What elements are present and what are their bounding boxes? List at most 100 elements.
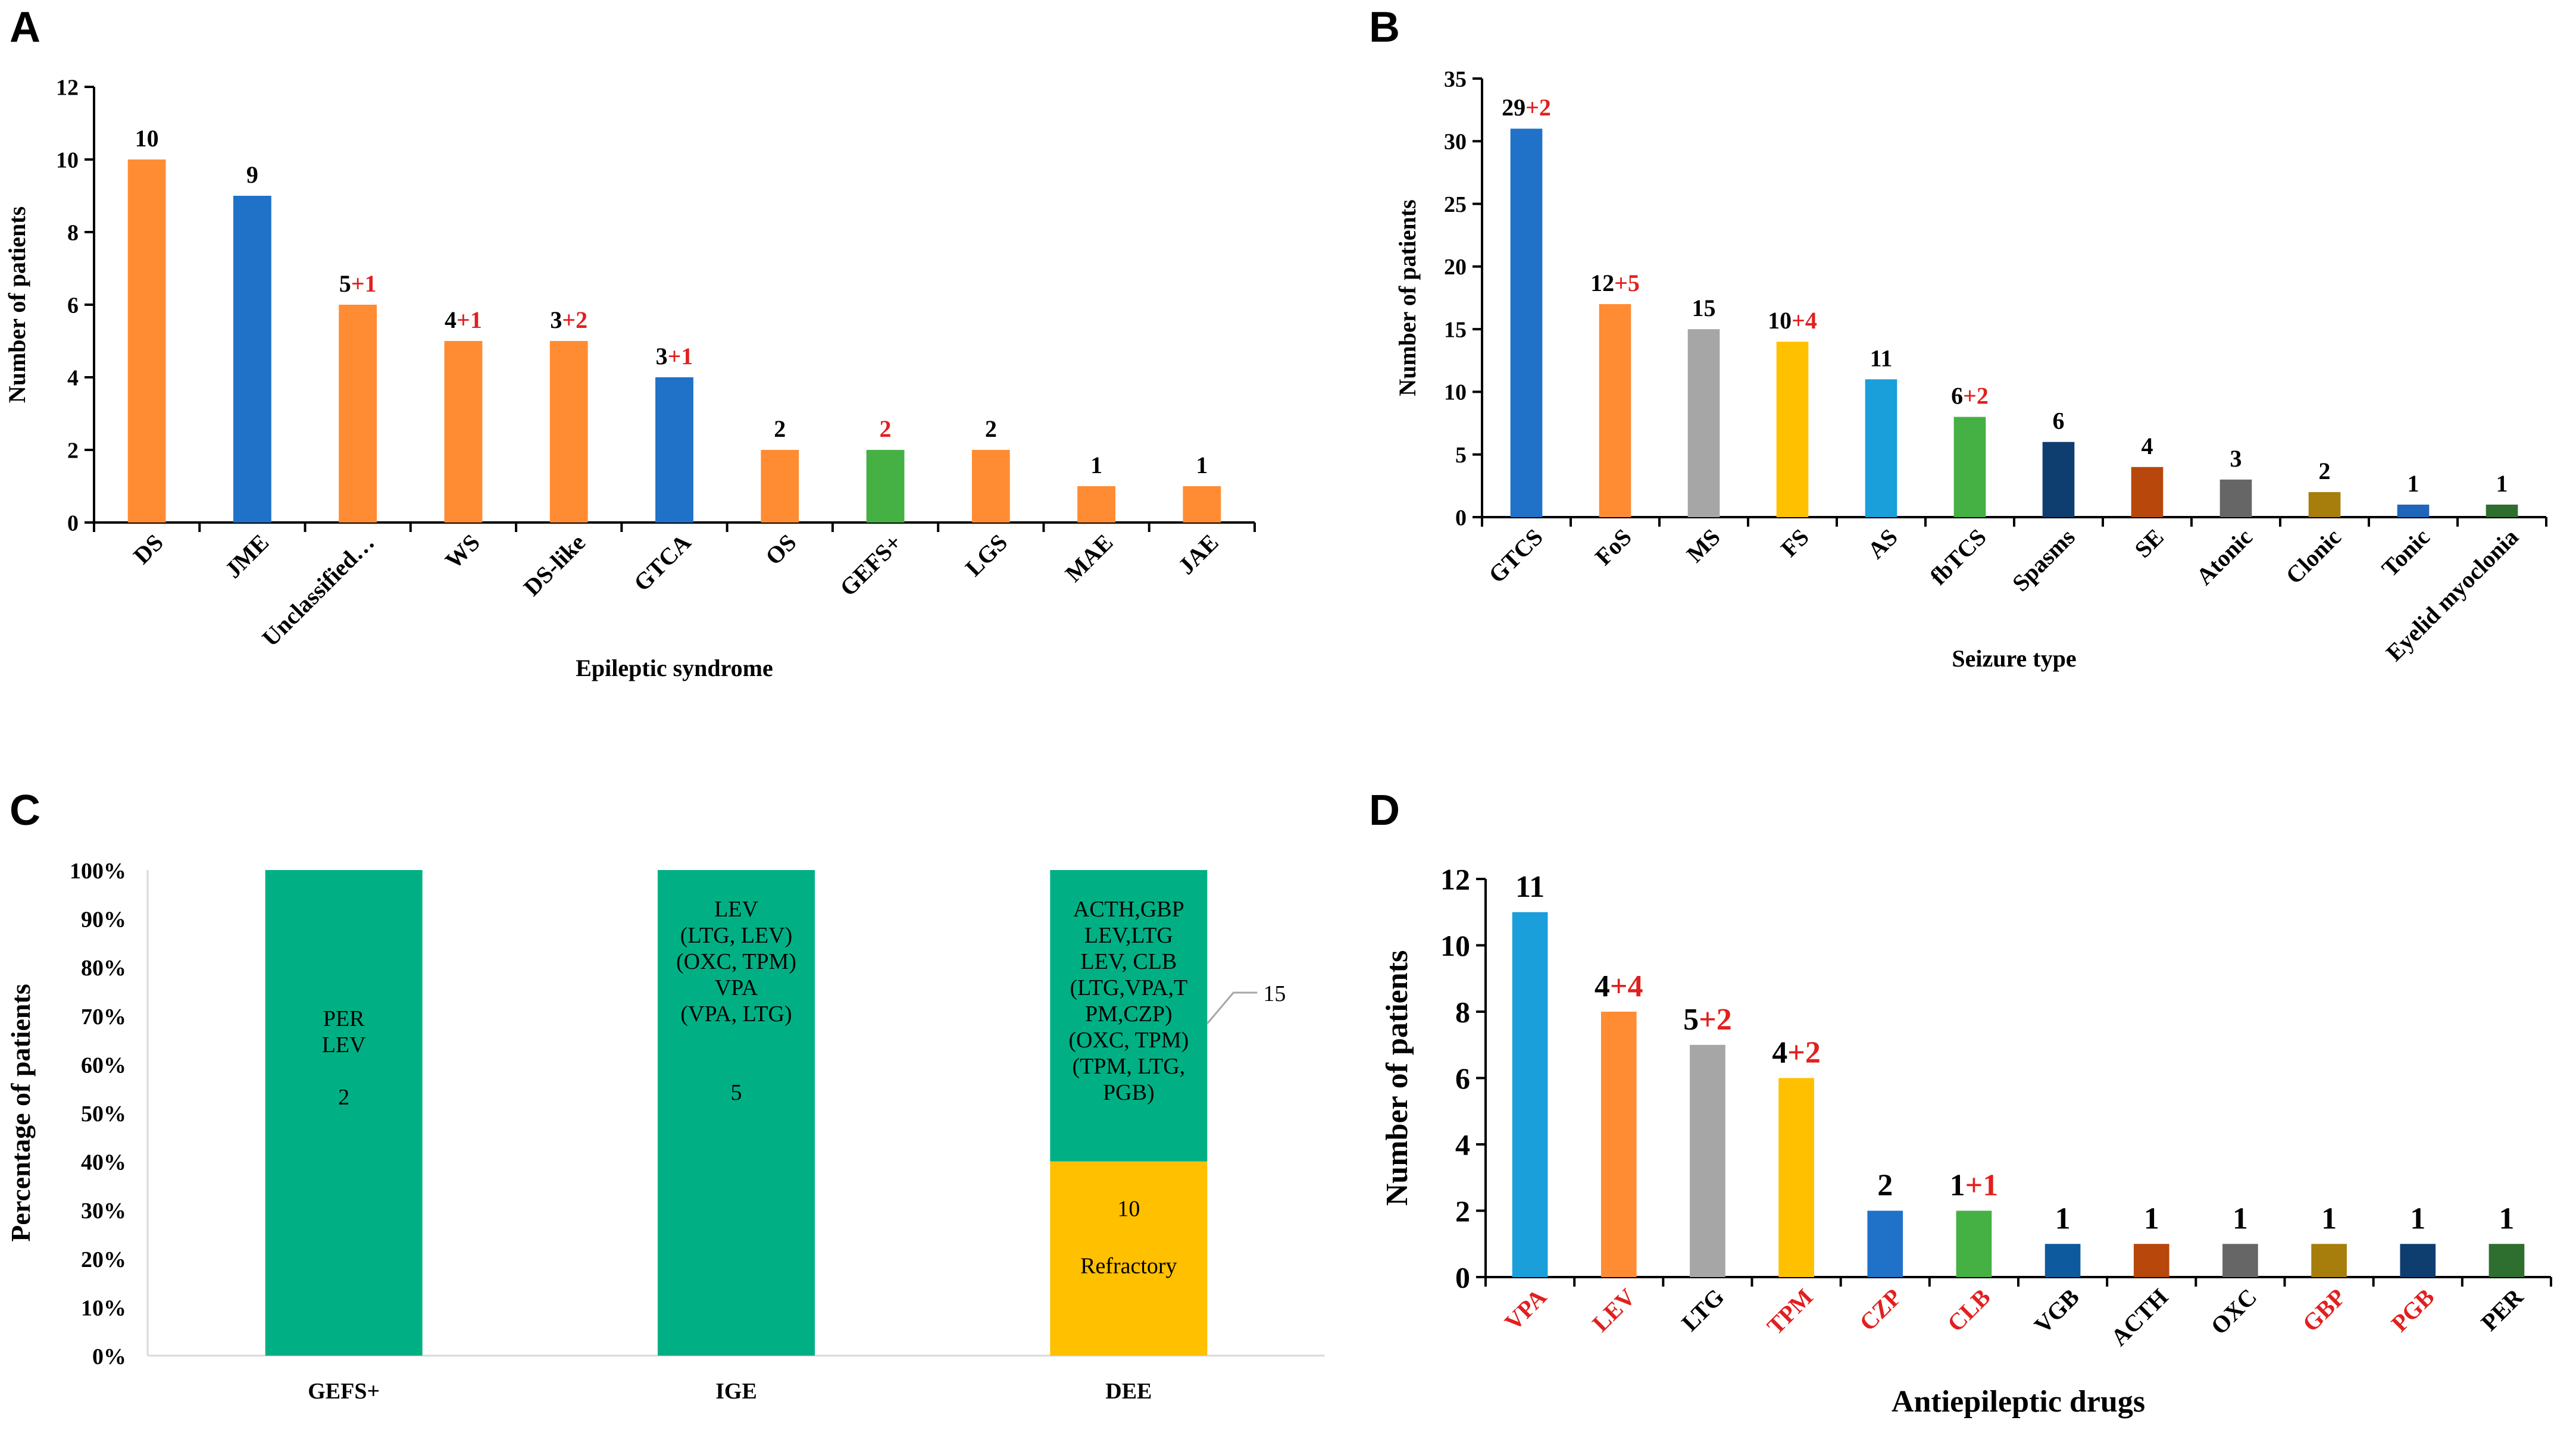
data-label-extra: +1 — [1965, 1169, 1999, 1203]
bar — [127, 159, 166, 522]
data-label: 2 — [880, 415, 892, 442]
data-label: 1 — [2321, 1202, 2337, 1235]
category-label: IGE — [715, 1379, 757, 1404]
bar — [2219, 479, 2252, 517]
y-tick-label: 20% — [81, 1247, 126, 1272]
data-label: 1 — [2410, 1202, 2425, 1235]
bar — [2308, 492, 2341, 517]
data-label-base: 3 — [550, 306, 562, 333]
callout-label: 15 — [1263, 981, 1286, 1006]
y-tick-label: 10 — [56, 148, 79, 173]
data-label: 4 — [2142, 433, 2153, 459]
panel-label: D — [1369, 787, 1400, 834]
data-label: 1 — [1090, 452, 1102, 478]
y-tick-label: 10 — [1440, 929, 1470, 962]
segment-text: (TPM, LTG, — [1072, 1054, 1185, 1079]
y-tick-label: 70% — [81, 1005, 126, 1030]
y-tick-label: 40% — [81, 1150, 126, 1175]
data-label-extra: +1 — [351, 270, 377, 297]
y-tick-label: 10% — [81, 1296, 126, 1321]
data-label-extra: +2 — [562, 306, 587, 333]
category-label: Unclassified… — [257, 529, 379, 652]
data-label: 10+4 — [1768, 307, 1817, 334]
bar — [2400, 1244, 2436, 1277]
bar — [549, 341, 588, 522]
category-label: WS — [440, 529, 485, 574]
bar — [1956, 1210, 1992, 1277]
category-label: GTCA — [629, 528, 696, 596]
y-tick-label: 0% — [92, 1344, 126, 1369]
data-label: 3+2 — [550, 306, 587, 333]
y-tick-label: 8 — [1455, 996, 1470, 1029]
bar — [1776, 342, 1809, 517]
bar — [971, 450, 1010, 522]
y-tick-label: 10 — [1444, 380, 1467, 405]
y-tick-label: 0 — [1455, 1261, 1470, 1294]
bar — [2486, 504, 2518, 517]
y-tick-label: 4 — [1455, 1128, 1470, 1162]
data-label-extra: +2 — [1525, 94, 1551, 121]
stacked-bar-segment — [1050, 1161, 1208, 1356]
data-label-extra: +1 — [457, 306, 482, 333]
data-label-extra: 2 — [880, 415, 892, 442]
data-label-base: 3 — [2230, 445, 2242, 472]
category-label: GEFS+ — [308, 1379, 380, 1404]
category-label: LTG — [1676, 1284, 1729, 1337]
data-label-base: 29 — [1502, 94, 1525, 121]
bar — [2311, 1244, 2347, 1277]
y-tick-label: 12 — [1440, 863, 1470, 896]
data-label-base: 4 — [1595, 969, 1610, 1003]
category-label: LGS — [960, 529, 1012, 581]
data-label: 1 — [2055, 1202, 2071, 1235]
data-label-base: 15 — [1692, 295, 1716, 321]
bar — [2131, 467, 2164, 517]
bar — [1865, 379, 1897, 517]
data-label: 15 — [1692, 295, 1716, 321]
bar — [2489, 1244, 2525, 1277]
bar — [339, 305, 377, 522]
category-label: LEV — [1587, 1283, 1640, 1337]
bar — [2222, 1244, 2258, 1277]
segment-text: VPA — [715, 975, 758, 1000]
stacked-bar-segment — [1050, 870, 1208, 1162]
bar — [444, 341, 483, 522]
chart-c: 0%10%20%30%40%50%60%70%80%90%100%PERLEV2… — [5, 859, 1325, 1404]
bar — [1953, 417, 1986, 517]
category-label: ACTH — [2106, 1284, 2174, 1351]
y-tick-label: 15 — [1444, 317, 1467, 342]
y-tick-label: 60% — [81, 1053, 126, 1078]
data-label: 3 — [2230, 445, 2242, 472]
stacked-bar-segment — [265, 870, 423, 1356]
data-label-extra: +4 — [1792, 307, 1817, 334]
bar — [866, 450, 905, 522]
data-label-extra: +5 — [1614, 270, 1640, 296]
y-tick-label: 8 — [67, 220, 79, 245]
data-label-base: 5 — [1683, 1003, 1699, 1037]
bar — [1077, 486, 1115, 522]
category-label: GEFS+ — [834, 529, 907, 602]
data-label: 3+1 — [656, 343, 693, 370]
panel-label: A — [10, 4, 40, 51]
data-label-base: 10 — [135, 125, 159, 152]
data-label-base: 4 — [2142, 433, 2153, 459]
data-label-base: 2 — [985, 415, 997, 442]
segment-text: (VPA, LTG) — [680, 1002, 792, 1027]
data-label: 2 — [2319, 458, 2331, 484]
category-label: Spasms — [2007, 524, 2080, 597]
bar — [1510, 129, 1543, 517]
bar — [1867, 1210, 1903, 1277]
data-label: 5+2 — [1683, 1003, 1732, 1037]
data-label: 4+4 — [1595, 969, 1643, 1003]
bar — [1599, 304, 1631, 517]
category-label: GTCS — [1483, 524, 1548, 589]
category-label: MS — [1681, 524, 1725, 568]
y-tick-label: 80% — [81, 956, 126, 981]
data-label-base: 5 — [339, 270, 351, 297]
y-axis-title: Percentage of patients — [5, 984, 36, 1241]
y-tick-label: 25 — [1444, 192, 1467, 217]
data-label-base: 2 — [1877, 1169, 1893, 1203]
category-label: fbTCS — [1925, 524, 1992, 590]
y-tick-label: 2 — [1455, 1194, 1470, 1228]
bar — [761, 450, 799, 522]
